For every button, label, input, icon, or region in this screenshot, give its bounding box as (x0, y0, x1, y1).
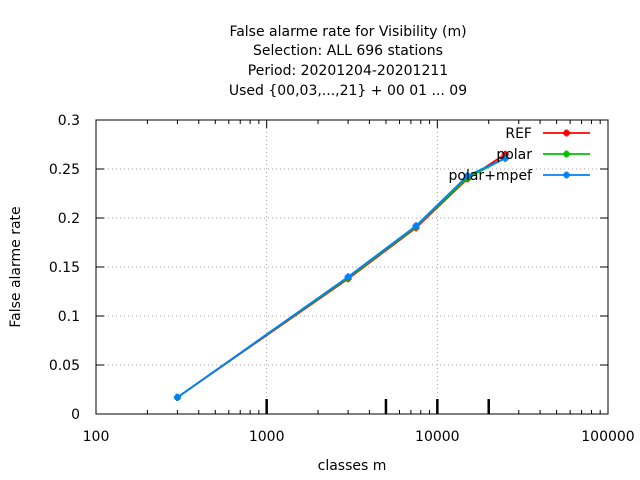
marker-core (502, 151, 508, 157)
y-tick-label: 0.25 (49, 162, 80, 178)
marker-core (564, 172, 569, 178)
data-point (412, 222, 420, 230)
x-tick-label: 10000 (415, 429, 460, 445)
grid (96, 120, 608, 414)
legend-item: polar+mpef (449, 168, 590, 184)
marker-core (564, 151, 569, 157)
data-point (501, 154, 509, 162)
legend-item: polar (496, 147, 590, 163)
title-line-3: Used {00,03,...,21} + 00 01 ... 09 (229, 83, 467, 99)
title-line-2: Period: 20201204-20201211 (248, 63, 448, 79)
marker-core (502, 155, 508, 161)
y-axis-ticks: 0 0.05 0.1 0.15 0.2 0.25 0.3 (49, 113, 608, 423)
legend-marker (563, 129, 570, 137)
series-line (176, 157, 506, 399)
y-tick-label: 0.15 (49, 260, 80, 276)
legend-label: polar+mpef (449, 168, 534, 184)
x-tick-label: 100000 (581, 429, 634, 445)
series-line (176, 157, 506, 399)
series-polar-mpef (173, 154, 509, 401)
title-line-0: False alarme rate for Visibility (m) (229, 24, 466, 40)
legend-item: REF (505, 126, 590, 142)
legend-label: polar (496, 147, 532, 163)
data-point (463, 172, 471, 180)
legend-marker (563, 171, 570, 179)
marker-core (564, 130, 569, 136)
x-tick-label: 100 (83, 429, 110, 445)
data-point (173, 393, 181, 401)
chart-title: False alarme rate for Visibility (m) Sele… (229, 24, 467, 99)
y-tick-label: 0.05 (49, 358, 80, 374)
title-line-1: Selection: ALL 696 stations (253, 43, 443, 59)
y-tick-label: 0.3 (58, 113, 80, 129)
marker-core (413, 223, 419, 229)
y-tick-label: 0.2 (58, 211, 80, 227)
series (173, 150, 509, 401)
x-axis-ticks: 100 1000 10000 100000 (83, 120, 635, 445)
marker-core (464, 173, 470, 179)
y-axis-label: False alarme rate (8, 206, 24, 327)
legend-marker (563, 150, 570, 158)
y-tick-label: 0.1 (58, 309, 80, 325)
x-tick-label: 1000 (249, 429, 285, 445)
series-line (176, 153, 506, 399)
x-axis-label: classes m (318, 458, 387, 474)
marker-core (174, 394, 180, 400)
marker-core (345, 274, 351, 280)
data-point (344, 273, 352, 281)
legend-label: REF (505, 126, 532, 142)
threshold-marks (265, 399, 490, 414)
y-tick-label: 0 (71, 407, 80, 423)
legend: REF polar polar+mpef (449, 126, 590, 184)
